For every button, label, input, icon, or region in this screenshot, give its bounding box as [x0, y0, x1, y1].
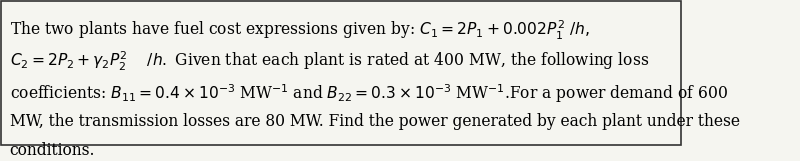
Text: coefficients: $B_{11} = 0.4 \times 10^{-3}$ MW$^{-1}$ and $B_{22} = 0.3 \times 1: coefficients: $B_{11} = 0.4 \times 10^{-… [10, 82, 728, 104]
Text: $C_2 = 2P_2 + \gamma_2 P_2^2$    $/h.$ Given that each plant is rated at 400 MW,: $C_2 = 2P_2 + \gamma_2 P_2^2$ $/h.$ Give… [10, 50, 649, 73]
Text: MW, the transmission losses are 80 MW. Find the power generated by each plant un: MW, the transmission losses are 80 MW. F… [10, 114, 739, 130]
Text: The two plants have fuel cost expressions given by: $C_1 = 2P_1 + 0.002P_1^2$ $/: The two plants have fuel cost expression… [10, 19, 590, 42]
Text: conditions.: conditions. [10, 142, 95, 159]
